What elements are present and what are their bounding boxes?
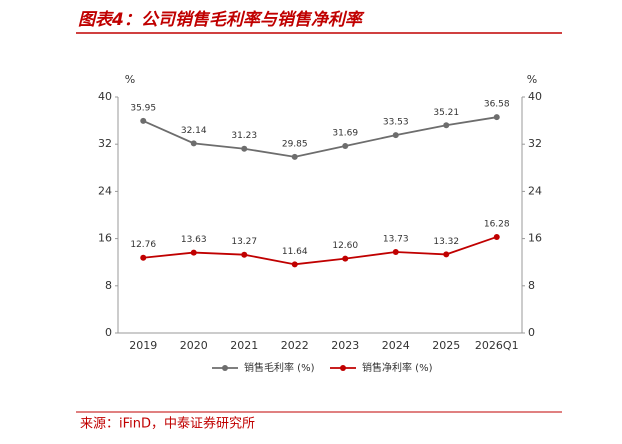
data-label: 13.63 <box>181 235 207 245</box>
data-label: 12.60 <box>332 241 358 251</box>
data-label: 12.76 <box>130 240 156 250</box>
data-point <box>140 254 147 261</box>
data-point <box>241 251 248 258</box>
x-tick-label: 2019 <box>129 339 157 352</box>
y-tick-label: 16 <box>98 232 112 245</box>
x-tick-label: 2024 <box>382 339 410 352</box>
data-label: 13.73 <box>383 234 409 244</box>
x-tick-label: 2021 <box>230 339 258 352</box>
y2-unit: % <box>527 73 537 86</box>
legend-marker <box>340 365 346 371</box>
y2-tick-label: 32 <box>528 137 542 150</box>
y-tick-label: 0 <box>105 326 112 339</box>
series-line <box>142 116 497 158</box>
y2-tick-label: 40 <box>528 90 542 103</box>
y2-tick-label: 8 <box>528 279 535 292</box>
data-label: 29.85 <box>282 139 308 149</box>
data-label: 33.53 <box>383 118 409 128</box>
data-point <box>190 140 197 147</box>
data-point <box>392 132 399 139</box>
x-tick-label: 2025 <box>432 339 460 352</box>
legend-label: 销售毛利率 (%) <box>244 361 315 374</box>
data-point <box>443 122 450 129</box>
data-point <box>493 233 500 240</box>
legend-marker <box>222 365 228 371</box>
x-tick-label: 2022 <box>281 339 309 352</box>
source: 来源：iFinD，中泰证券研究所 <box>80 416 255 432</box>
y2-tick-label: 24 <box>528 184 542 197</box>
data-point <box>291 153 298 160</box>
data-point <box>190 249 197 256</box>
x-tick-label: 2020 <box>180 339 208 352</box>
data-point <box>392 248 399 255</box>
y-tick-label: 32 <box>98 137 112 150</box>
data-label: 35.21 <box>433 108 459 118</box>
y2-tick-label: 16 <box>528 232 542 245</box>
x-tick-label: 2026Q1 <box>475 339 519 352</box>
data-label: 16.28 <box>484 219 510 229</box>
y-unit: % <box>125 73 135 86</box>
data-label: 36.58 <box>484 100 510 110</box>
data-point <box>140 117 147 124</box>
data-point <box>443 251 450 258</box>
chart-title: 图表4：公司销售毛利率与销售净利率 <box>78 10 365 30</box>
data-point <box>241 145 248 152</box>
legend-label: 销售净利率 (%) <box>362 361 433 374</box>
data-label: 35.95 <box>130 103 156 113</box>
data-point <box>342 255 349 262</box>
data-label: 31.69 <box>332 129 358 139</box>
y-tick-label: 40 <box>98 90 112 103</box>
x-tick-label: 2023 <box>331 339 359 352</box>
series-line <box>143 236 498 266</box>
y-tick-label: 8 <box>105 279 112 292</box>
data-label: 13.27 <box>231 237 257 247</box>
data-point <box>493 114 500 121</box>
y2-tick-label: 0 <box>528 326 535 339</box>
data-point <box>291 261 298 268</box>
data-label: 32.14 <box>181 126 207 136</box>
data-label: 31.23 <box>231 131 257 141</box>
data-label: 13.32 <box>433 237 459 247</box>
data-label: 11.64 <box>282 247 308 257</box>
data-point <box>342 143 349 150</box>
y-tick-label: 24 <box>98 184 112 197</box>
